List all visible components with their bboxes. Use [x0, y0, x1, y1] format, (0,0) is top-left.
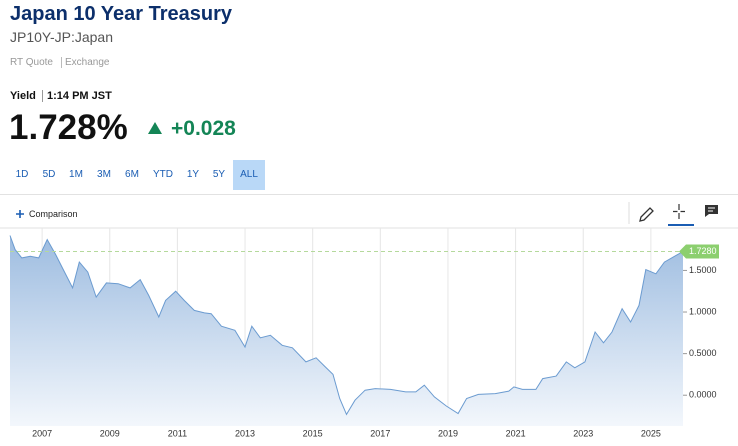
current-badge [679, 244, 719, 259]
quote-time: 1:14 PM JST [42, 90, 112, 102]
range-button[interactable]: 5D [42, 169, 56, 180]
y-tick-label: 1.5000 [689, 265, 717, 275]
y-tick-label: 0.0000 [689, 390, 717, 400]
x-tick-label: 2013 [235, 428, 255, 438]
yield-label: Yield [10, 90, 36, 102]
up-arrow [148, 122, 162, 134]
range-button[interactable]: ALL [233, 160, 265, 190]
current-label: 1.7280 [689, 246, 717, 256]
line [9, 235, 684, 416]
y-tick-label: 0.5000 [689, 348, 717, 358]
x-tick-label: 2021 [506, 428, 526, 438]
x-tick-label: 2019 [438, 428, 458, 438]
x-tick-label: 2017 [370, 428, 390, 438]
quote-type: RT Quote [10, 57, 53, 68]
x-tick-label: 2023 [573, 428, 593, 438]
range-button[interactable]: 5Y [212, 169, 226, 180]
area [10, 235, 683, 426]
y-tick-label: 1.0000 [689, 306, 717, 316]
toolbar [628, 202, 718, 226]
range-button[interactable]: YTD [153, 169, 173, 180]
x-tick-label: 2025 [641, 428, 661, 438]
symbol: JP10Y-JP:Japan [10, 29, 113, 45]
plus-icon[interactable] [15, 209, 25, 219]
divider [0, 194, 738, 195]
range-button[interactable]: 3M [97, 169, 111, 180]
x-tick-label: 2007 [32, 428, 52, 438]
comparison-button[interactable]: Comparison [29, 209, 78, 219]
range-button[interactable]: 1D [15, 169, 29, 180]
last-price: 1.728% [9, 108, 128, 147]
quote-source: Exchange [61, 57, 109, 68]
range-button[interactable]: 6M [125, 169, 139, 180]
x-tick-label: 2009 [100, 428, 120, 438]
title: Japan 10 Year Treasury [10, 3, 233, 25]
draw-icon[interactable] [639, 207, 654, 222]
range-button[interactable]: 1M [69, 169, 83, 180]
x-tick-label: 2015 [303, 428, 323, 438]
range-button[interactable]: 1Y [186, 169, 200, 180]
price-change: +0.028 [171, 117, 236, 140]
crosshair-icon[interactable] [673, 204, 685, 219]
x-tick-label: 2011 [168, 428, 187, 438]
